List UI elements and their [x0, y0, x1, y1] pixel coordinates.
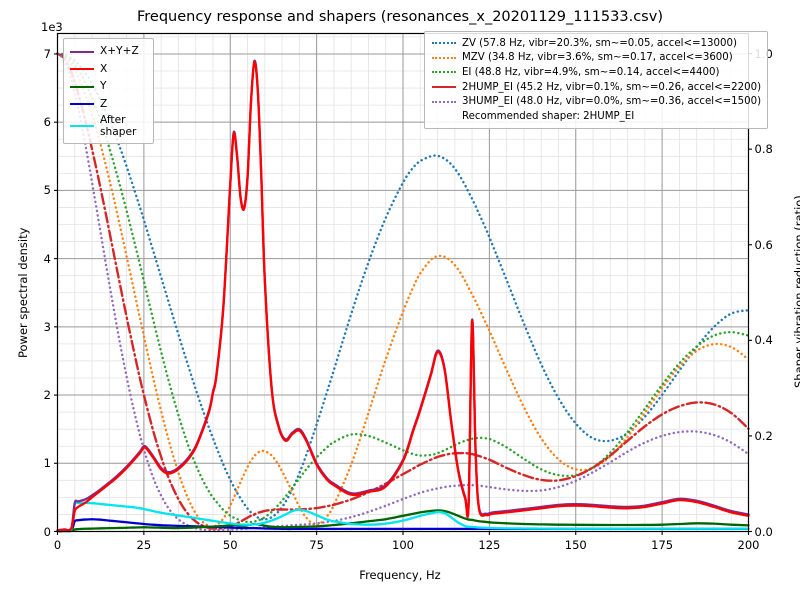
- legend-line-solid: [70, 68, 94, 71]
- recommended-shaper-note: Recommended shaper: 2HUMP_EI: [431, 109, 761, 124]
- x-tick-label: 0: [53, 537, 62, 552]
- legend-item-shaper[interactable]: 2HUMP_EI (45.2 Hz, vibr=0.1%, sm~=0.26, …: [431, 80, 761, 95]
- legend-key-icon: [69, 46, 95, 58]
- legend-key-icon: [431, 96, 457, 108]
- legend-item-shaper[interactable]: 3HUMP_EI (48.0 Hz, vibr=0.0%, sm~=0.36, …: [431, 94, 761, 109]
- legend-item-shaper[interactable]: EI (48.8 Hz, vibr=4.9%, sm~=0.14, accel<…: [431, 65, 761, 80]
- legend-line-dotted: [432, 71, 456, 74]
- x-axis-label: Frequency, Hz: [359, 568, 441, 582]
- legend-key-icon: [431, 66, 457, 78]
- legend-key-icon: [431, 81, 457, 93]
- legend-item-label: 3HUMP_EI (48.0 Hz, vibr=0.0%, sm~=0.36, …: [462, 96, 762, 108]
- legend-line-dashdot: [432, 86, 456, 89]
- legend-item-series[interactable]: Y: [69, 78, 146, 96]
- y-tick-label-left: 2: [43, 388, 51, 403]
- y-tick-label-right: 0.8: [754, 142, 773, 157]
- y-tick-label-left: 7: [43, 46, 51, 61]
- y-axis-right-label: Shaper vibration reduction (ratio): [792, 194, 800, 388]
- x-tick-label: 125: [478, 537, 501, 552]
- legend-item-label: MZV (34.8 Hz, vibr=3.6%, sm~=0.17, accel…: [462, 52, 733, 64]
- y-tick-label-right: 0.0: [754, 524, 773, 539]
- legend-item-label: X+Y+Z: [100, 45, 139, 58]
- legend-key-icon: [431, 37, 457, 49]
- y-tick-label-right: 0.6: [754, 237, 773, 252]
- legend-item-shaper[interactable]: MZV (34.8 Hz, vibr=3.6%, sm~=0.17, accel…: [431, 51, 761, 66]
- legend-item-label: Z: [100, 97, 108, 110]
- legend-key-spacer: [431, 110, 457, 122]
- y-axis-left-label: Power spectral density: [16, 227, 30, 358]
- recommended-shaper-label: Recommended shaper: 2HUMP_EI: [462, 110, 635, 122]
- x-tick-label: 100: [392, 537, 414, 552]
- legend-item-label: X: [100, 62, 108, 75]
- legend-item-label: After shaper: [100, 114, 137, 138]
- legend-item-series[interactable]: After shaper: [69, 113, 146, 139]
- legend-item-shaper[interactable]: ZV (57.8 Hz, vibr=20.3%, sm~=0.05, accel…: [431, 36, 761, 51]
- legend-line-solid: [70, 85, 94, 88]
- legend-line-solid: [70, 50, 94, 53]
- y-tick-label-left: 4: [43, 251, 51, 266]
- chart-title: Frequency response and shapers (resonanc…: [137, 9, 663, 25]
- legend-key-icon: [69, 98, 95, 110]
- legend-line-dotted: [432, 56, 456, 59]
- x-tick-label: 25: [136, 537, 152, 552]
- legend-item-series[interactable]: X: [69, 61, 146, 79]
- legend-item-label: ZV (57.8 Hz, vibr=20.3%, sm~=0.05, accel…: [462, 37, 737, 49]
- legend-shapers: ZV (57.8 Hz, vibr=20.3%, sm~=0.05, accel…: [424, 31, 769, 129]
- legend-line-solid: [70, 103, 94, 106]
- y-tick-label-left: 3: [43, 319, 51, 334]
- x-tick-label: 200: [737, 537, 760, 552]
- legend-key-icon: [431, 52, 457, 64]
- legend-line-dotted: [432, 100, 456, 103]
- legend-line-solid: [70, 125, 94, 127]
- y-tick-label-left: 5: [43, 183, 51, 198]
- legend-item-series[interactable]: Z: [69, 96, 146, 114]
- legend-item-label: Y: [100, 80, 107, 93]
- y-axis-left-exponent: 1e3: [41, 20, 63, 34]
- y-tick-label-right: 0.4: [754, 333, 773, 348]
- x-tick-label: 75: [309, 537, 324, 552]
- x-tick-label: 50: [222, 537, 238, 552]
- legend-item-label: 2HUMP_EI (45.2 Hz, vibr=0.1%, sm~=0.26, …: [462, 81, 762, 93]
- y-tick-label-left: 0: [43, 524, 51, 539]
- y-tick-label-left: 6: [43, 115, 51, 130]
- legend-item-label: EI (48.8 Hz, vibr=4.9%, sm~=0.14, accel<…: [462, 66, 720, 78]
- legend-key-icon: [69, 120, 95, 132]
- legend-line-dotted: [432, 42, 456, 45]
- y-tick-label-right: 0.2: [754, 428, 773, 443]
- legend-item-series[interactable]: X+Y+Z: [69, 43, 146, 61]
- y-tick-label-left: 1: [43, 456, 51, 471]
- legend-key-icon: [69, 63, 95, 75]
- x-tick-label: 150: [564, 537, 587, 552]
- x-tick-label: 175: [651, 537, 674, 552]
- legend-key-icon: [69, 81, 95, 93]
- legend-series: X+Y+Z X Y Z After shaper: [63, 38, 154, 144]
